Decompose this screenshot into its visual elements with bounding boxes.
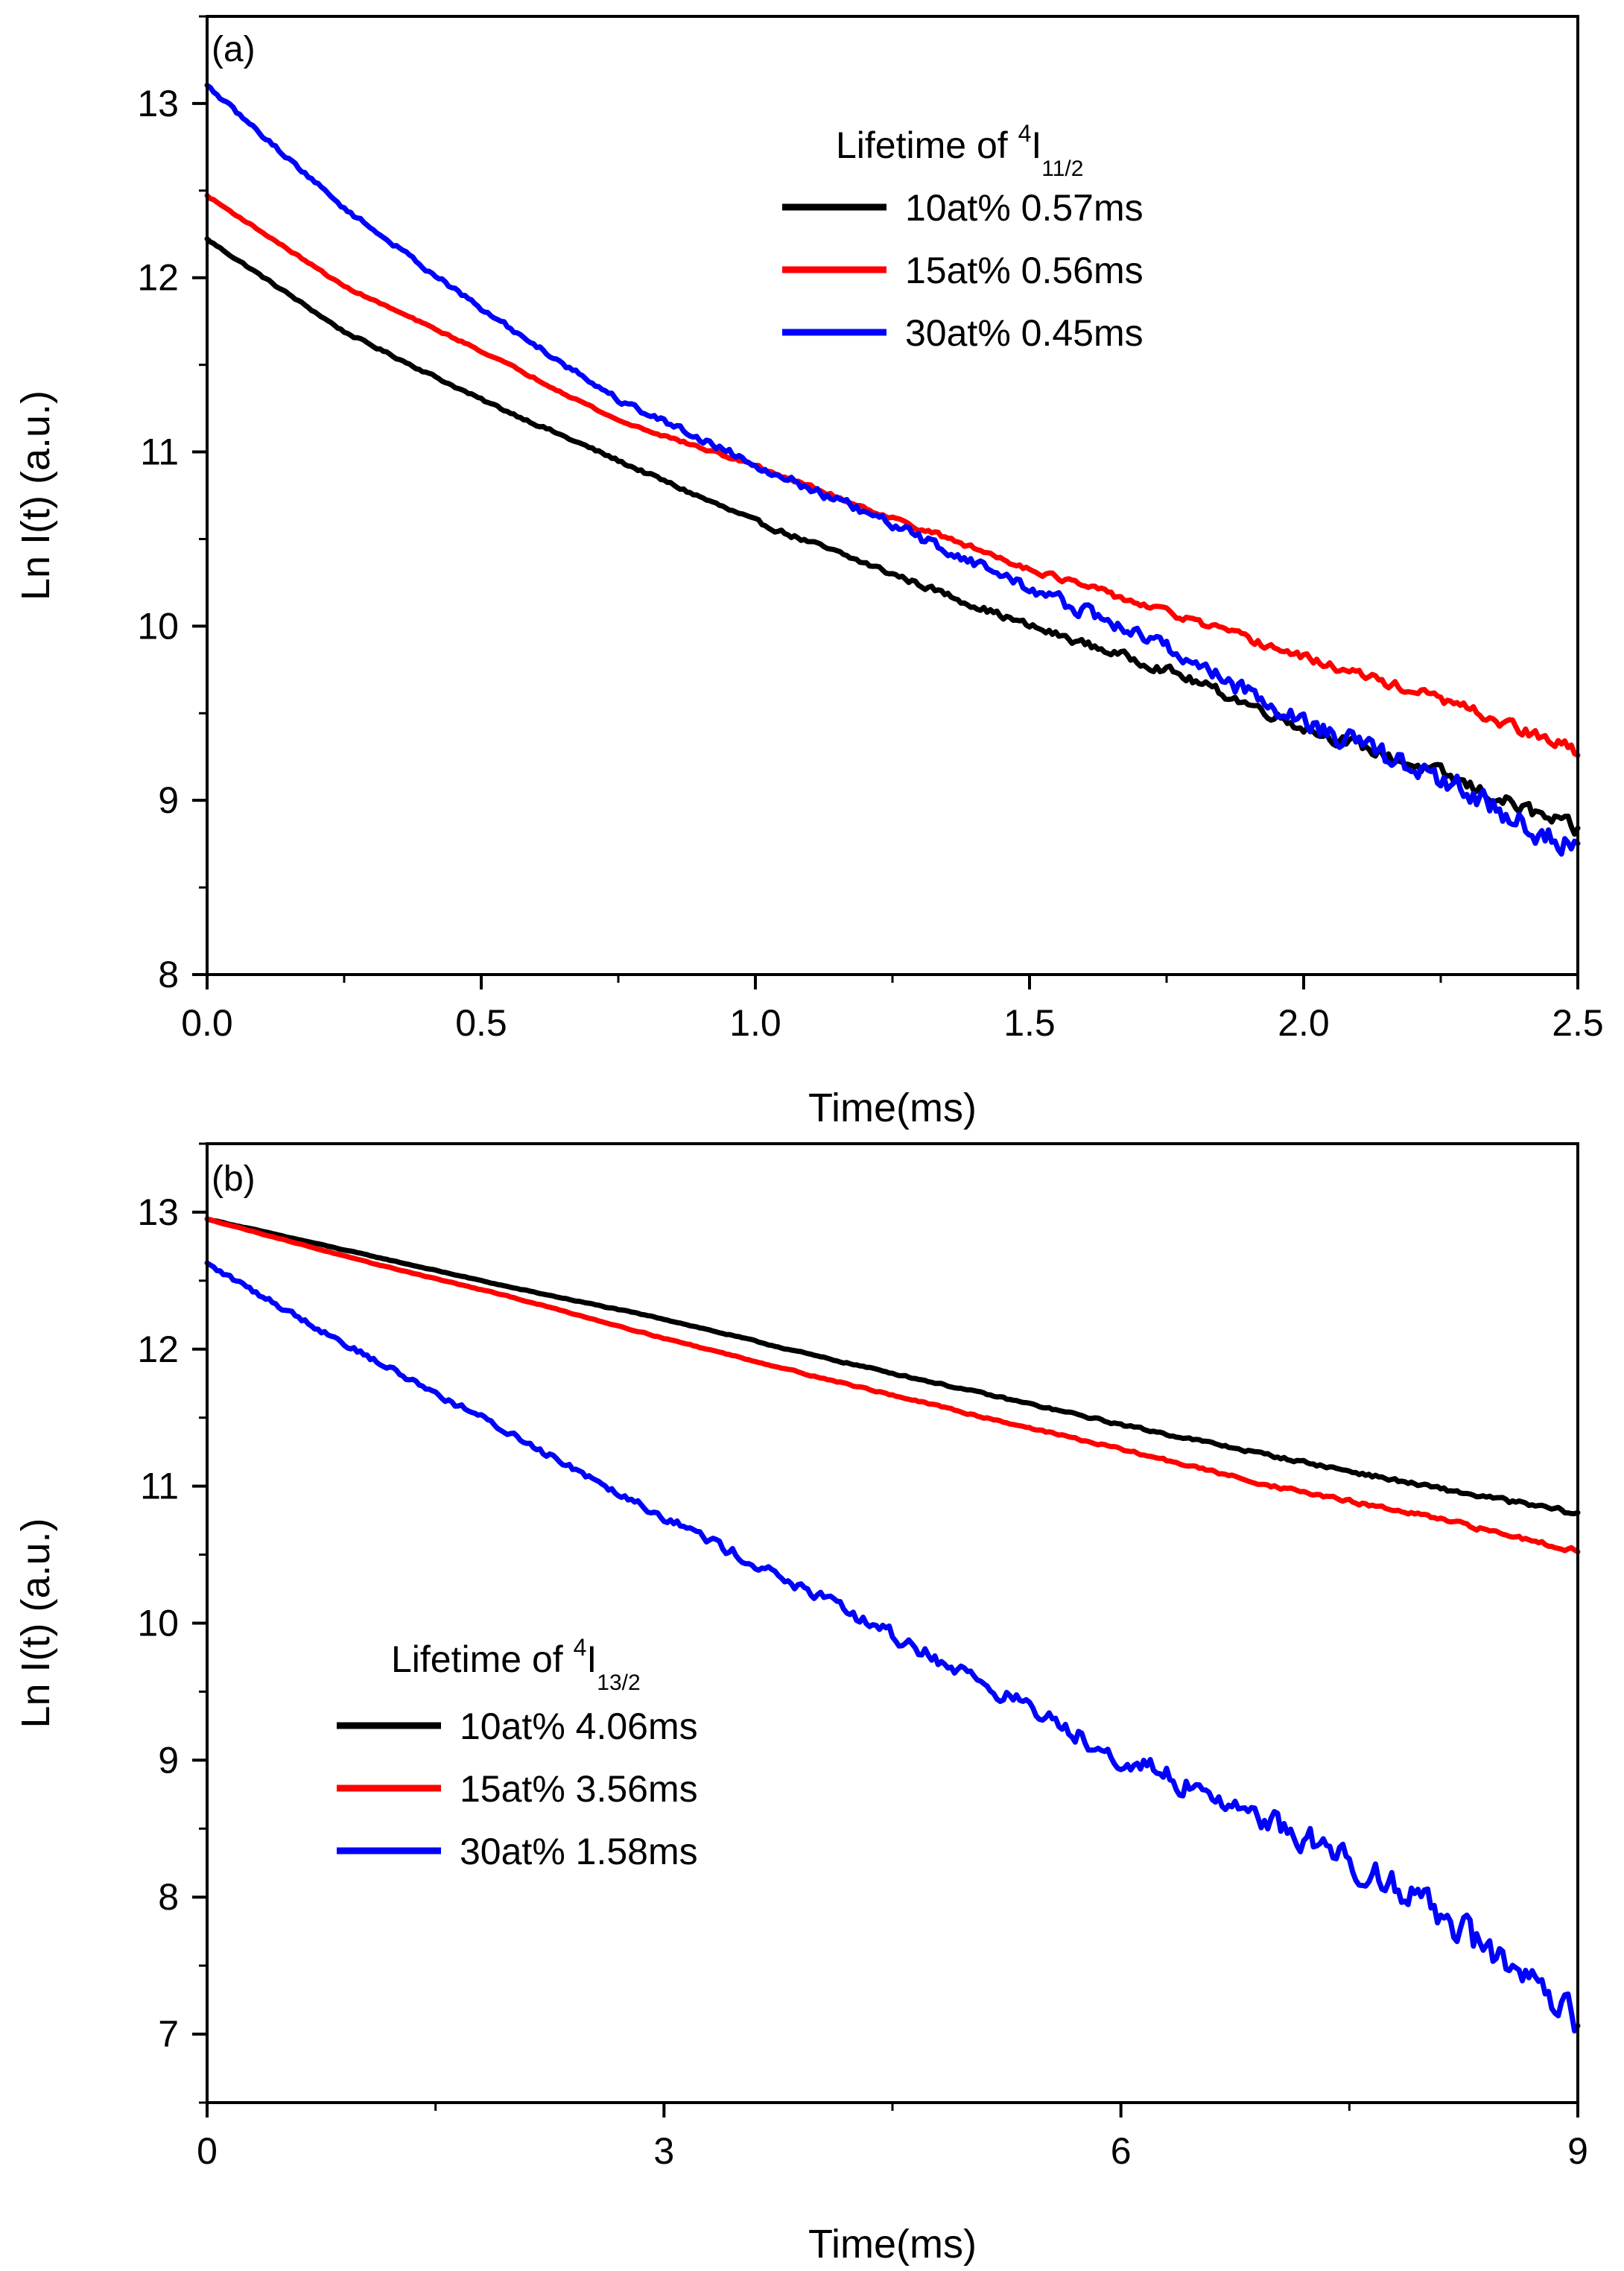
x-tick-label: 6 [1111, 2130, 1132, 2172]
panel-b-ticks: 0 3 6 9 7 8 9 10 11 12 13 [137, 1142, 1588, 2172]
y-tick-label: 10 [137, 1603, 179, 1644]
legend-label: 30at% 0.45ms [905, 312, 1144, 354]
panel-a: 0.0 0.5 1.0 1.5 2.0 2.5 8 9 10 11 12 13 (a) Time(ms… [13, 15, 1604, 1130]
y-tick-label: 9 [158, 1739, 179, 1781]
y-tick-label: 9 [158, 779, 179, 821]
legend-title-superscript: 4 [1018, 120, 1032, 147]
series-line [204, 83, 1581, 857]
legend-label: 30at% 1.58ms [460, 1831, 698, 1872]
series-line [204, 192, 1581, 758]
y-tick-label: 13 [137, 1191, 179, 1233]
x-tick-label: 2.5 [1552, 1002, 1604, 1044]
x-tick-label: 2.0 [1278, 1002, 1330, 1044]
y-tick-label: 7 [158, 2013, 179, 2055]
legend-item: 15at% 0.56ms [782, 250, 1144, 291]
panel-a-ticks: 0.0 0.5 1.0 1.5 2.0 2.5 8 9 10 11 12 13 [137, 15, 1604, 1044]
x-tick-label: 1.5 [1003, 1002, 1056, 1044]
panel-b-series [204, 1216, 1581, 2034]
y-tick-label: 10 [137, 605, 179, 647]
panel-b: 0 3 6 9 7 8 9 10 11 12 13 (b) Time(ms) Ln I(t) (a.… [13, 1142, 1588, 2267]
panel-b-x-axis-title: Time(ms) [808, 2222, 977, 2267]
legend-title-superscript: 4 [574, 1634, 587, 1661]
y-tick-label: 11 [140, 431, 179, 473]
x-tick-label: 0.5 [455, 1002, 507, 1044]
legend-title-subscript: 11/2 [1041, 156, 1083, 181]
panel-a-y-axis-title: Ln I(t) (a.u.) [13, 390, 58, 601]
legend-title-level: I [1031, 124, 1041, 166]
legend-item: 10at% 4.06ms [337, 1705, 698, 1747]
panel-b-legend: Lifetime of 4I13/2 10at% 4.06ms 15at% 3.… [337, 1634, 698, 1872]
legend-item: 15at% 3.56ms [337, 1768, 698, 1810]
x-tick-label: 3 [653, 2130, 674, 2172]
y-tick-label: 12 [137, 257, 179, 299]
x-tick-label: 9 [1567, 2130, 1588, 2172]
panel-b-legend-title: Lifetime of 4I13/2 [391, 1634, 641, 1695]
series-line [204, 1216, 1581, 1555]
series-line [204, 236, 1581, 837]
panel-b-label: (b) [212, 1159, 256, 1199]
x-tick-label: 0.0 [181, 1002, 233, 1044]
legend-label: 15at% 3.56ms [460, 1768, 698, 1810]
legend-label: 10at% 4.06ms [460, 1705, 698, 1747]
legend-title-subscript: 13/2 [597, 1670, 640, 1695]
x-tick-label: 0 [197, 2130, 218, 2172]
panel-a-series [204, 83, 1581, 857]
y-tick-label: 8 [158, 954, 179, 995]
panel-a-label: (a) [212, 30, 256, 69]
legend-item: 30at% 0.45ms [782, 312, 1144, 354]
legend-label: 10at% 0.57ms [905, 187, 1144, 229]
panel-b-y-axis-title: Ln I(t) (a.u.) [13, 1518, 58, 1728]
legend-title-text: Lifetime of [391, 1638, 574, 1680]
y-tick-label: 11 [140, 1466, 179, 1507]
series-line [204, 1260, 1581, 2034]
y-tick-label: 12 [137, 1328, 179, 1370]
y-tick-label: 8 [158, 1876, 179, 1918]
y-tick-label: 13 [137, 83, 179, 124]
panel-a-legend: Lifetime of 4I11/2 10at% 0.57ms 15at% 0.… [782, 120, 1144, 354]
legend-item: 30at% 1.58ms [337, 1831, 698, 1872]
legend-title-text: Lifetime of [836, 124, 1018, 166]
legend-title-level: I [586, 1638, 597, 1680]
panel-a-legend-title: Lifetime of 4I11/2 [836, 120, 1083, 181]
x-tick-label: 1.0 [729, 1002, 781, 1044]
legend-item: 10at% 0.57ms [782, 187, 1144, 229]
legend-label: 15at% 0.56ms [905, 250, 1144, 291]
panel-a-x-axis-title: Time(ms) [808, 1086, 977, 1130]
series-line [204, 1216, 1581, 1517]
